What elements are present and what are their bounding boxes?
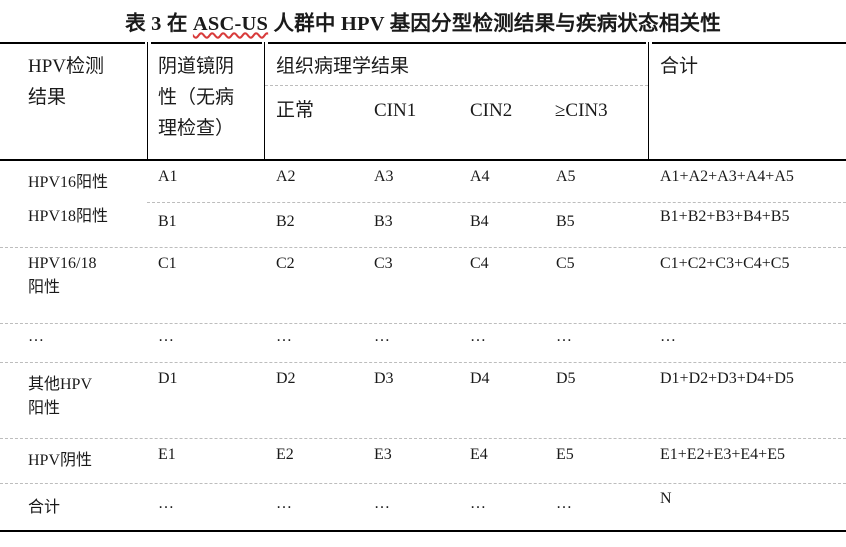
- row-cell: …: [276, 328, 293, 345]
- row-total: E1+E2+E3+E4+E5: [660, 446, 785, 463]
- row-label: HPV18阳性: [28, 208, 109, 225]
- row-cell: A2: [276, 168, 296, 185]
- header-cell-histology-cin3plus: ≥CIN3: [555, 100, 608, 121]
- table-header: HPV检测 结果 阴道镜阴 性（无病 理检查） 组织病理学结果 正常 CIN1 …: [0, 44, 846, 159]
- table-caption: 表 3 在 ASC-US 人群中 HPV 基因分型检测结果与疾病状态相关性: [0, 0, 846, 42]
- header-cell-row-label: HPV检测 结果: [28, 56, 105, 108]
- row-cell: …: [374, 328, 391, 345]
- row-cell: E3: [374, 446, 392, 463]
- row-cell: D4: [470, 370, 490, 387]
- header-cell-histology-cin2: CIN2: [470, 100, 513, 121]
- table-row: HPV阴性 E1 E2 E3 E4 E5 E1+E2+E3+E4+E5: [0, 438, 846, 483]
- row-cell: D5: [556, 370, 576, 387]
- row-label: 合计: [28, 499, 61, 516]
- caption-suffix: 人群中 HPV 基因分型检测结果与疾病状态相关性: [268, 13, 721, 35]
- header-cell-total: 合计: [660, 56, 699, 77]
- row-label: HPV16/18 阳性: [28, 255, 97, 296]
- row-cell: B1: [158, 213, 177, 230]
- row-separator-6: [0, 483, 846, 484]
- header-divider-3: [648, 42, 649, 159]
- row-cell: C3: [374, 255, 393, 272]
- table-caption-text: 表 3 在 ASC-US 人群中 HPV 基因分型检测结果与疾病状态相关性: [125, 6, 721, 36]
- row-total: A1+A2+A3+A4+A5: [660, 168, 794, 185]
- row-cell: …: [374, 495, 391, 512]
- row-cell: D2: [276, 370, 296, 387]
- row-cell: D1: [158, 370, 178, 387]
- table-row: HPV16/18 阳性 C1 C2 C3 C4 C5 C1+C2+C3+C4+C…: [0, 247, 846, 323]
- row-cell: C1: [158, 255, 177, 272]
- row-cell: E2: [276, 446, 294, 463]
- row-label: HPV16阳性: [28, 174, 109, 191]
- row-label: 其他HPV 阳性: [28, 376, 93, 417]
- row-cell: D3: [374, 370, 394, 387]
- row-cell: C4: [470, 255, 489, 272]
- histology-group-underline: [265, 85, 648, 86]
- caption-flagged-term: ASC-US: [192, 13, 269, 35]
- row-cell: A5: [556, 168, 576, 185]
- row-cell: A3: [374, 168, 394, 185]
- table-top-border-seg1: [0, 42, 145, 44]
- row-separator-3: [0, 323, 846, 324]
- caption-prefix: 表 3 在: [125, 13, 193, 35]
- row-total: C1+C2+C3+C4+C5: [660, 255, 790, 272]
- row-cell: C2: [276, 255, 295, 272]
- table-bottom-border: [0, 530, 846, 532]
- table-top-border-seg3: [268, 42, 646, 44]
- row-cell: B4: [470, 213, 489, 230]
- header-divider-2: [264, 42, 265, 159]
- header-divider-1: [147, 42, 148, 159]
- table-row: 合计 … … … … … N: [0, 483, 846, 530]
- row-cell: B2: [276, 213, 295, 230]
- row-separator-2: [0, 247, 846, 248]
- table-row: HPV18阳性 B1 B2 B3 B4 B5 B1+B2+B3+B4+B5: [0, 202, 846, 247]
- row-cell: E5: [556, 446, 574, 463]
- row-cell: …: [158, 495, 175, 512]
- row-cell: …: [470, 495, 487, 512]
- row-cell: A1: [158, 168, 178, 185]
- row-total: …: [660, 328, 677, 345]
- header-bottom-border: [0, 159, 846, 161]
- row-separator-1: [147, 202, 846, 203]
- row-total: N: [660, 490, 672, 507]
- table-top-border-seg2: [151, 42, 262, 44]
- row-separator-4: [0, 362, 846, 363]
- header-cell-histology-normal: 正常: [276, 100, 315, 121]
- row-cell: …: [556, 328, 573, 345]
- table-row: … … … … … … …: [0, 323, 846, 362]
- table-row: 其他HPV 阳性 D1 D2 D3 D4 D5 D1+D2+D3+D4+D5: [0, 362, 846, 438]
- row-cell: …: [470, 328, 487, 345]
- row-total: D1+D2+D3+D4+D5: [660, 370, 794, 387]
- row-cell: A4: [470, 168, 490, 185]
- row-cell: …: [276, 495, 293, 512]
- row-cell: B5: [556, 213, 575, 230]
- row-label: …: [28, 328, 45, 345]
- table-container: HPV检测 结果 阴道镜阴 性（无病 理检查） 组织病理学结果 正常 CIN1 …: [0, 42, 846, 547]
- row-label: HPV阴性: [28, 452, 93, 469]
- row-cell: …: [158, 328, 175, 345]
- header-cell-histology-cin1: CIN1: [374, 100, 417, 121]
- header-cell-colposcopy: 阴道镜阴 性（无病 理检查）: [158, 56, 235, 139]
- table-top-border-seg4: [652, 42, 846, 44]
- row-cell: …: [556, 495, 573, 512]
- row-separator-5: [0, 438, 846, 439]
- table-row: HPV16阳性 A1 A2 A3 A4 A5 A1+A2+A3+A4+A5: [0, 161, 846, 202]
- row-cell: E4: [470, 446, 488, 463]
- row-cell: C5: [556, 255, 575, 272]
- header-cell-histology-group: 组织病理学结果: [276, 56, 410, 77]
- row-cell: B3: [374, 213, 393, 230]
- row-cell: E1: [158, 446, 176, 463]
- row-total: B1+B2+B3+B4+B5: [660, 208, 790, 225]
